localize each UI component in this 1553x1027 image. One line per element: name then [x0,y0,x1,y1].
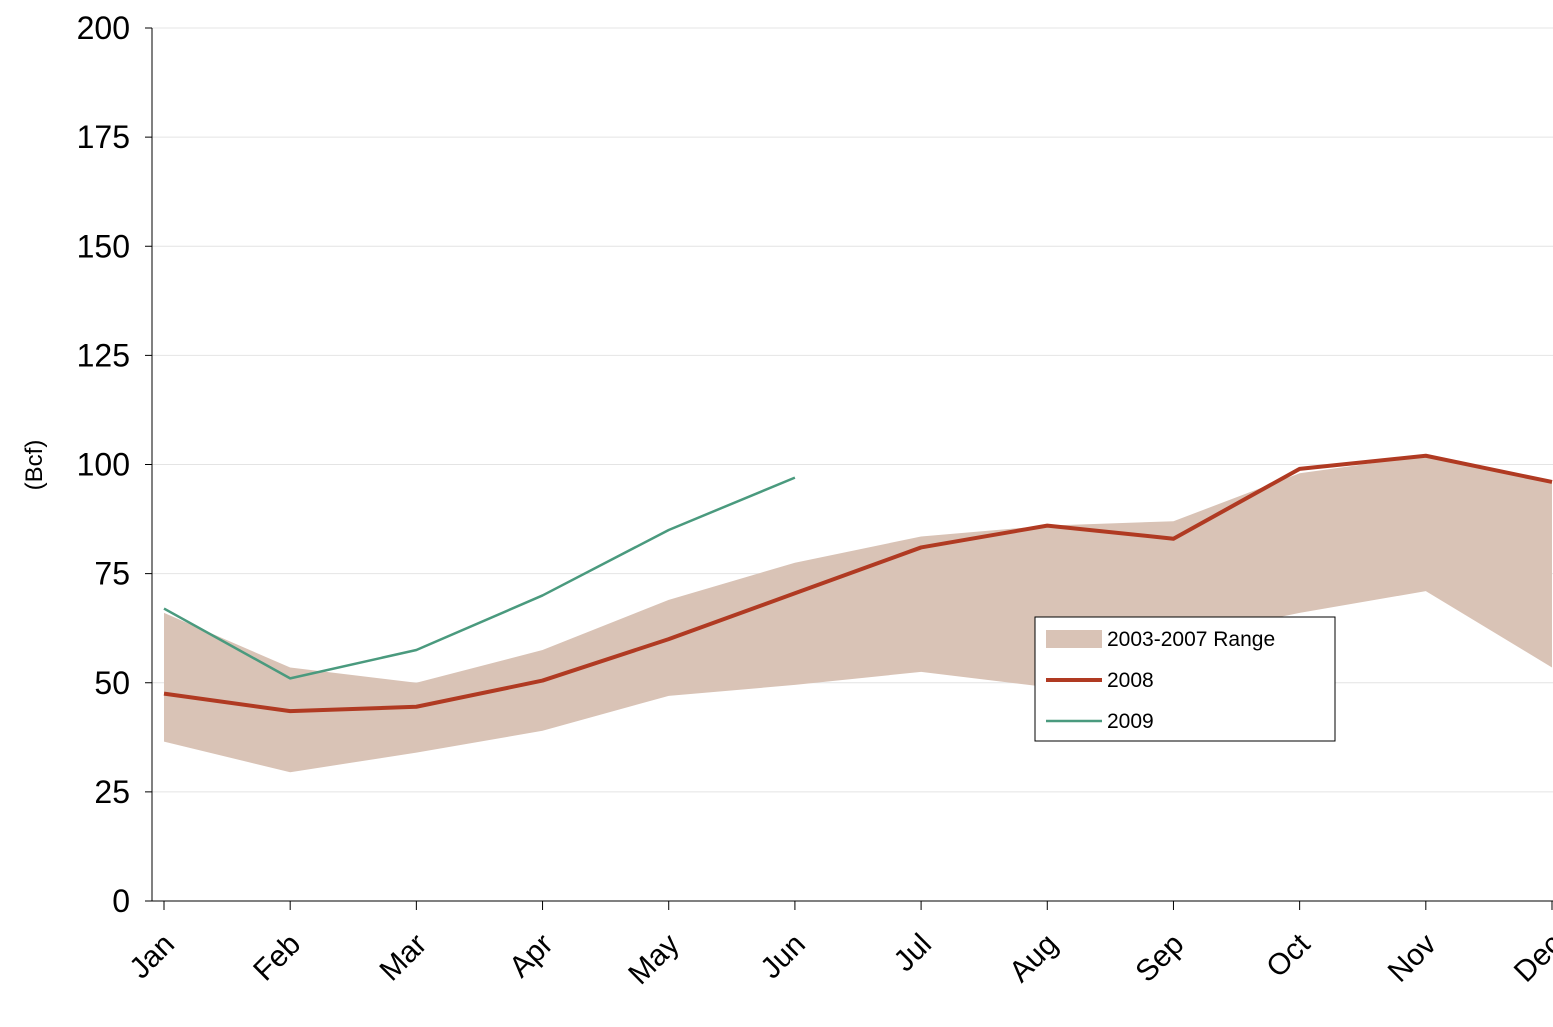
y-tick-label: 50 [94,665,130,701]
x-tick-label: Jun [754,928,812,986]
y-tick-label: 0 [112,883,130,919]
y-tick-label: 200 [77,10,130,46]
x-tick-label: Feb [247,928,307,988]
line [163,476,796,680]
legend-label: 2009 [1107,710,1154,733]
x-tick-label: Jan [123,928,181,986]
line [163,453,1553,714]
y-axis-label: (Bcf) [21,440,48,491]
y-tick-label: 100 [77,447,130,483]
y-tick-label: 175 [77,119,130,155]
x-tick-label: Jul [888,928,938,978]
range-area [164,455,1552,773]
y-tick-label: 125 [77,337,130,373]
x-tick-label: Mar [373,928,433,988]
y-tick-label: 150 [77,228,130,264]
y-tick-label: 25 [94,774,130,810]
legend: 2003-2007 Range 2008 2009 [1034,616,1336,742]
x-tick-label: Sep [1129,928,1190,989]
legend-swatch [1046,630,1102,648]
y-tick-label: 75 [94,556,130,592]
legend-label: 2008 [1107,669,1154,692]
legend-label: 2003-2007 Range [1107,628,1275,651]
x-tick-label: Aug [1003,928,1064,989]
x-tick-label: May [622,928,685,991]
x-tick-label: Dec [1508,928,1553,989]
x-tick-label: Nov [1382,928,1443,989]
x-tick-label: Oct [1260,927,1317,984]
x-tick-label: Apr [503,928,559,984]
